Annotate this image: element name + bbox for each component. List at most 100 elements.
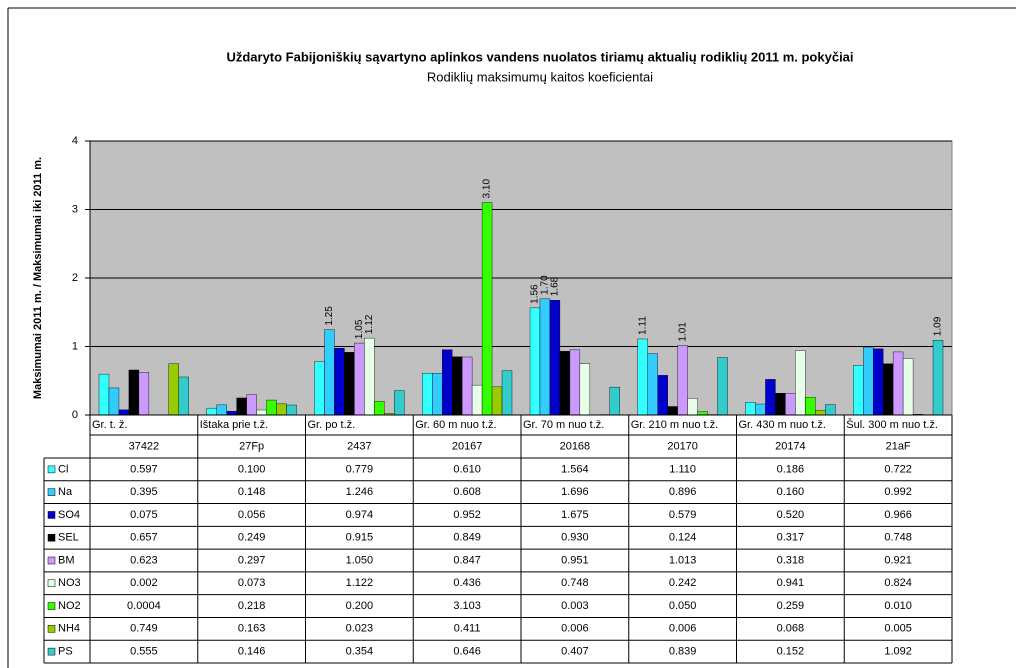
bar [501, 370, 513, 416]
bar [755, 403, 766, 416]
bar [236, 397, 247, 416]
table-value: 0.951 [561, 554, 589, 566]
table-value: 0.050 [669, 600, 697, 612]
table-value: 0.152 [777, 646, 805, 658]
legend-swatch [47, 511, 56, 519]
bar [98, 373, 110, 416]
bar-label: 3.10 [482, 179, 493, 199]
table-value: 0.006 [561, 623, 589, 635]
category-code: 20167 [452, 440, 483, 452]
bar [647, 353, 658, 416]
table-value: 0.200 [346, 600, 374, 612]
bar-label: 1.05 [354, 319, 365, 339]
table-value: 1.122 [346, 577, 374, 589]
bar [246, 394, 257, 416]
table-value: 0.824 [884, 577, 912, 589]
bar [687, 398, 698, 416]
bar [932, 339, 944, 416]
bar [815, 410, 826, 416]
category-label: Gr. 210 m nuo t.ž. [631, 419, 718, 431]
table-value: 0.608 [453, 486, 481, 498]
y-tick-label: 1 [72, 340, 78, 352]
bar [549, 300, 561, 416]
table-value: 0.395 [130, 486, 158, 498]
table-value: 0.974 [346, 509, 374, 521]
bar [609, 386, 620, 416]
table-value: 1.246 [346, 486, 374, 498]
bar [481, 202, 493, 416]
table-value: 0.941 [777, 577, 805, 589]
table-value: 0.407 [561, 646, 589, 658]
chart-subtitle: Rodiklių maksimumų kaitos koeficientai [427, 69, 653, 84]
bar [354, 342, 365, 416]
bar [364, 337, 375, 416]
legend-label: Cl [58, 463, 68, 475]
y-axis-label: Maksimumai 2011 m. / Maksimumai iki 2011… [32, 157, 44, 399]
bar [539, 298, 551, 416]
table-value: 0.748 [561, 577, 589, 589]
bar [559, 351, 571, 416]
table-value: 1.675 [561, 509, 589, 521]
legend-swatch [47, 625, 56, 633]
bar [785, 393, 796, 416]
table-value: 0.849 [453, 532, 481, 544]
table-value: 3.103 [453, 600, 481, 612]
table-value: 1.092 [884, 646, 912, 658]
legend-swatch [47, 647, 56, 656]
bar [422, 373, 433, 416]
legend-swatch [47, 488, 56, 496]
legend-label: NO2 [58, 600, 81, 612]
legend-label: NO3 [58, 577, 81, 589]
category-code: 20168 [560, 440, 591, 452]
category-label: Gr. t. ž. [92, 419, 127, 431]
table-value: 0.010 [884, 600, 912, 612]
bar-label: 1.56 [530, 284, 541, 304]
bar-label: 1.12 [364, 314, 375, 334]
table-value: 0.992 [884, 486, 912, 498]
bar [697, 411, 708, 416]
table-value: 0.023 [346, 623, 374, 635]
table-value: 0.952 [453, 509, 481, 521]
table-value: 0.610 [453, 463, 481, 475]
table-value: 0.002 [130, 577, 158, 589]
category-label: Šul. 300 m nuo t.ž. [846, 418, 938, 431]
legend-label: SEL [58, 532, 79, 544]
table-value: 0.657 [130, 532, 158, 544]
bar [226, 410, 237, 416]
bar [128, 369, 140, 416]
bar [863, 346, 874, 416]
legend-swatch [47, 556, 56, 565]
bar [902, 358, 914, 416]
bar [432, 373, 443, 416]
bar [805, 397, 816, 416]
bar [471, 384, 483, 416]
table-value: 0.075 [130, 509, 158, 521]
legend-label: Na [58, 486, 73, 498]
table-value: 0.249 [238, 532, 266, 544]
table-value: 1.696 [561, 486, 589, 498]
bar-label: 1.11 [637, 316, 648, 335]
bar [344, 352, 355, 416]
table-value: 0.297 [238, 554, 266, 566]
bar-label: 1.68 [550, 276, 561, 296]
bar [138, 372, 150, 416]
table-value: 0.623 [130, 554, 158, 566]
bar [256, 409, 267, 416]
bar [324, 329, 335, 416]
bar [569, 349, 581, 416]
bar [118, 409, 130, 416]
table-value: 0.779 [346, 463, 374, 475]
table-value: 0.0004 [127, 600, 161, 612]
table-value: 0.186 [777, 463, 805, 475]
table-value: 0.318 [777, 554, 805, 566]
bar [765, 379, 776, 416]
table-value: 0.317 [777, 532, 805, 544]
bar [266, 399, 277, 416]
table-value: 0.006 [669, 623, 697, 635]
table-value: 0.520 [777, 509, 805, 521]
table-value: 0.722 [884, 463, 912, 475]
bar-label: 1.01 [677, 322, 688, 342]
y-tick-label: 4 [72, 135, 78, 147]
table-value: 0.005 [884, 623, 912, 635]
